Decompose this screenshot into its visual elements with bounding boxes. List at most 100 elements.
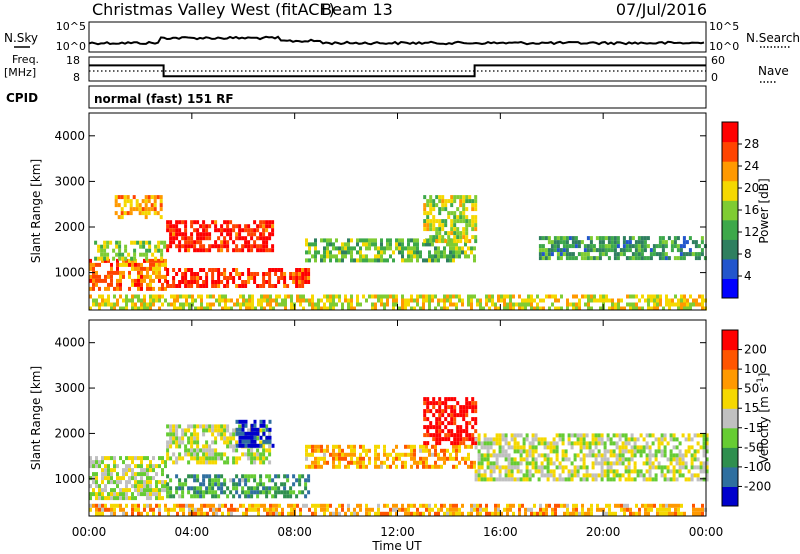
echo-cell — [635, 503, 638, 508]
echo-cell — [416, 242, 419, 247]
echo-cell — [492, 453, 496, 458]
echo-cell — [531, 441, 535, 446]
echo-cell — [587, 302, 590, 307]
echo-cell — [540, 461, 544, 466]
echo-cell — [368, 242, 371, 247]
echo-cell — [338, 464, 341, 469]
echo-cell — [128, 468, 131, 473]
echo-cell — [474, 227, 478, 232]
echo-cell — [383, 306, 386, 311]
echo-cell — [353, 460, 356, 465]
echo-cell — [323, 294, 326, 299]
echo-cell — [474, 417, 478, 422]
echo-cell — [476, 302, 479, 307]
echo-cell — [606, 449, 610, 454]
echo-cell — [471, 235, 475, 240]
echo-cell — [531, 457, 535, 462]
echo-cell — [689, 294, 692, 299]
echo-cell — [658, 236, 662, 241]
echo-cell — [275, 298, 278, 303]
echo-cell — [215, 507, 218, 512]
echo-cell — [518, 294, 521, 299]
echo-cell — [106, 240, 110, 245]
echo-cell — [205, 444, 209, 449]
echo-cell — [332, 511, 335, 516]
echo-cell — [473, 294, 476, 299]
echo-cell — [500, 511, 503, 516]
freq-line — [89, 64, 706, 78]
echo-cell — [395, 238, 398, 243]
echo-cell — [289, 486, 293, 491]
echo-cell — [489, 469, 493, 474]
echo-cell — [489, 473, 493, 478]
echo-cell — [89, 503, 92, 508]
echo-cell — [347, 464, 350, 469]
echo-cell — [455, 444, 458, 449]
echo-cell — [419, 460, 422, 465]
echo-cell — [110, 274, 113, 279]
echo-cell — [667, 236, 671, 241]
echo-cell — [565, 236, 569, 241]
echo-cell — [134, 488, 137, 493]
echo-cell — [365, 464, 368, 469]
echo-cell — [395, 511, 398, 516]
echo-cell — [419, 250, 422, 255]
echo-cell — [220, 272, 224, 276]
echo-cell — [125, 298, 128, 303]
colorbar-tick-label: 12 — [744, 225, 759, 239]
echo-cell — [220, 452, 224, 457]
echo-cell — [175, 456, 179, 461]
echo-cell — [673, 240, 677, 245]
echo-cell — [651, 453, 655, 458]
echo-cell — [458, 298, 461, 303]
echo-cell — [122, 262, 125, 267]
echo-cell — [199, 494, 203, 499]
echo-cell — [245, 298, 248, 303]
echo-cell — [193, 424, 197, 429]
echo-cell — [485, 298, 488, 303]
echo-cell — [314, 448, 317, 453]
echo-cell — [178, 444, 182, 449]
echo-cell — [605, 503, 608, 508]
echo-cell — [476, 298, 479, 303]
echo-cell — [428, 294, 431, 299]
echo-cell — [437, 254, 440, 259]
echo-cell — [609, 477, 613, 482]
echo-cell — [649, 256, 653, 261]
echo-cell — [126, 211, 130, 216]
echo-cell — [452, 294, 455, 299]
echo-cell — [164, 258, 167, 263]
echo-cell — [217, 272, 221, 276]
echo-cell — [458, 511, 461, 516]
echo-cell — [125, 492, 128, 497]
echo-cell — [467, 452, 470, 457]
echo-cell — [253, 490, 257, 495]
echo-cell — [104, 464, 107, 469]
echo-cell — [114, 203, 118, 208]
echo-cell — [541, 244, 545, 249]
echo-cell — [131, 476, 134, 481]
echo-cell — [698, 302, 701, 307]
echo-cell — [407, 242, 410, 247]
echo-cell — [663, 433, 667, 438]
echo-cell — [223, 490, 227, 495]
echo-cell — [483, 433, 487, 438]
echo-cell — [247, 244, 251, 249]
colorbar-tick-label: 28 — [744, 137, 759, 151]
echo-cell — [662, 306, 665, 311]
echo-cell — [552, 437, 556, 442]
echo-cell — [110, 302, 113, 307]
echo-cell — [116, 480, 119, 485]
echo-cell — [305, 258, 308, 263]
echo-cell — [347, 503, 350, 508]
echo-cell — [648, 453, 652, 458]
echo-cell — [101, 468, 104, 473]
echo-cell — [274, 482, 278, 487]
echo-cell — [506, 507, 509, 512]
echo-cell — [434, 254, 437, 259]
echo-cell — [429, 219, 433, 224]
echo-cell — [220, 482, 224, 487]
echo-cell — [507, 461, 511, 466]
echo-cell — [550, 244, 554, 249]
echo-cell — [298, 272, 302, 276]
